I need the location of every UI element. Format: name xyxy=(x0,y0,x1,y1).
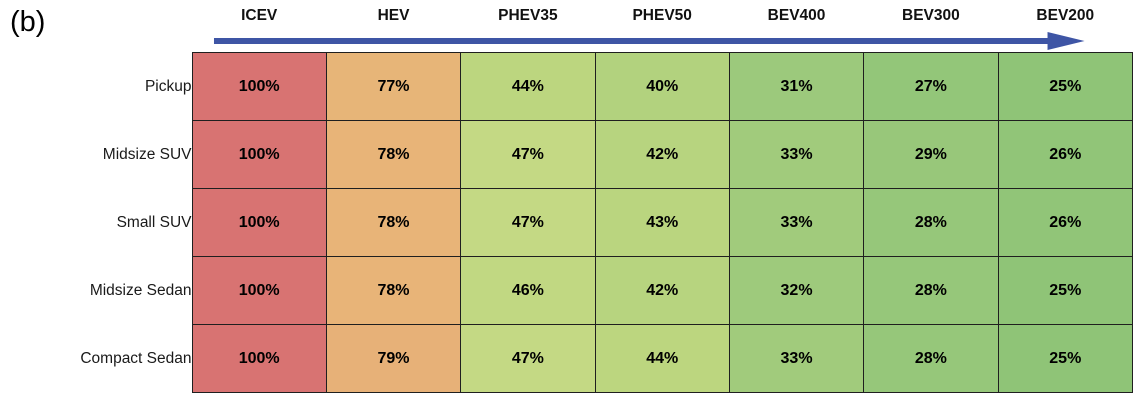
heatmap-cell: 40% xyxy=(594,52,730,121)
heatmap-cell: 42% xyxy=(594,120,730,189)
table-row: Midsize SUV 100% 78% 47% 42% 33% 29% 26% xyxy=(0,120,1134,189)
heatmap-cell: 100% xyxy=(191,120,327,189)
heatmap-cell: 47% xyxy=(460,324,596,393)
arrow-row-spacer xyxy=(0,30,192,53)
heatmap-cell: 25% xyxy=(997,324,1134,393)
heatmap-cell: 33% xyxy=(728,324,865,393)
heatmap-cell: 100% xyxy=(191,324,327,393)
heatmap-cell: 32% xyxy=(728,256,865,325)
heatmap-cell: 28% xyxy=(863,324,999,393)
row-label: Compact Sedan xyxy=(0,324,192,393)
heatmap-cell: 46% xyxy=(460,256,596,325)
heatmap-cell: 28% xyxy=(863,256,999,325)
heatmap-cell: 100% xyxy=(191,52,327,121)
corner-spacer xyxy=(0,2,192,30)
table-row: Compact Sedan 100% 79% 47% 44% 33% 28% 25% xyxy=(0,324,1134,393)
panel-label: (b) xyxy=(10,6,46,38)
heatmap-cell: 26% xyxy=(997,120,1134,189)
table-row: Small SUV 100% 78% 47% 43% 33% 28% 26% xyxy=(0,188,1134,257)
heatmap-cell: 78% xyxy=(325,256,462,325)
heatmap-cell: 33% xyxy=(728,120,865,189)
table-row: Midsize Sedan 100% 78% 46% 42% 32% 28% 25% xyxy=(0,256,1134,325)
heatmap-cell: 28% xyxy=(863,188,999,257)
heatmap-cell: 43% xyxy=(594,188,730,257)
header-row: ICEV HEV PHEV35 PHEV50 BEV400 BEV300 BEV200 xyxy=(0,2,1133,30)
heatmap-table: ICEV HEV PHEV35 PHEV50 BEV400 BEV300 BEV200 Pi… xyxy=(0,2,1134,393)
heatmap-cell: 44% xyxy=(594,324,730,393)
table-row: Pickup 100% 77% 44% 40% 31% 27% 25% xyxy=(0,52,1134,121)
row-label: Pickup xyxy=(0,52,192,121)
column-header-phev35: PHEV35 xyxy=(498,7,558,24)
column-header-bev200: BEV200 xyxy=(1036,7,1095,24)
column-header-hev: HEV xyxy=(377,7,410,24)
right-arrow-icon xyxy=(213,32,1085,50)
heatmap-cell: 44% xyxy=(460,52,596,121)
row-label: Small SUV xyxy=(0,188,192,257)
heatmap-cell: 79% xyxy=(325,324,462,393)
heatmap-cell: 47% xyxy=(460,120,596,189)
heatmap-cell: 25% xyxy=(997,52,1134,121)
arrow-row xyxy=(0,30,1133,53)
column-header-bev300: BEV300 xyxy=(902,7,960,24)
heatmap-cell: 27% xyxy=(863,52,999,121)
heatmap-cell: 31% xyxy=(728,52,865,121)
heatmap-cell: 42% xyxy=(594,256,730,325)
row-label: Midsize SUV xyxy=(0,120,192,189)
heatmap-cell: 78% xyxy=(325,120,462,189)
row-label: Midsize Sedan xyxy=(0,256,192,325)
heatmap-cell: 29% xyxy=(863,120,999,189)
heatmap-cell: 26% xyxy=(997,188,1134,257)
column-header-bev400: BEV400 xyxy=(767,7,826,24)
column-header-phev50: PHEV50 xyxy=(632,7,692,24)
heatmap-cell: 33% xyxy=(728,188,865,257)
direction-arrow-cell xyxy=(192,30,1133,53)
heatmap-cell: 78% xyxy=(325,188,462,257)
heatmap-cell: 47% xyxy=(460,188,596,257)
heatmap-cell: 100% xyxy=(191,256,327,325)
heatmap-cell: 25% xyxy=(997,256,1134,325)
heatmap-cell: 77% xyxy=(325,52,462,121)
column-header-icev: ICEV xyxy=(241,7,278,24)
heatmap-cell: 100% xyxy=(191,188,327,257)
